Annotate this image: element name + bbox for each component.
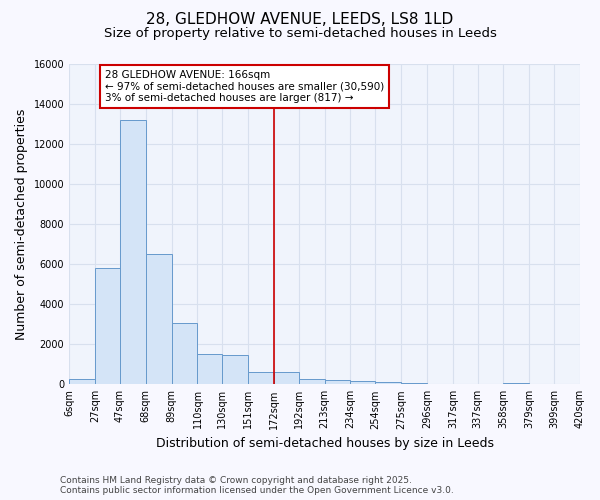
Text: Contains HM Land Registry data © Crown copyright and database right 2025.
Contai: Contains HM Land Registry data © Crown c… xyxy=(60,476,454,495)
X-axis label: Distribution of semi-detached houses by size in Leeds: Distribution of semi-detached houses by … xyxy=(155,437,494,450)
Bar xyxy=(95,268,120,384)
Bar xyxy=(172,323,197,384)
Bar xyxy=(274,372,299,384)
Text: 28, GLEDHOW AVENUE, LEEDS, LS8 1LD: 28, GLEDHOW AVENUE, LEEDS, LS8 1LD xyxy=(146,12,454,28)
Bar xyxy=(69,380,95,384)
Bar xyxy=(350,382,375,384)
Y-axis label: Number of semi-detached properties: Number of semi-detached properties xyxy=(15,108,28,340)
Text: 28 GLEDHOW AVENUE: 166sqm
← 97% of semi-detached houses are smaller (30,590)
3% : 28 GLEDHOW AVENUE: 166sqm ← 97% of semi-… xyxy=(105,70,384,103)
Text: Size of property relative to semi-detached houses in Leeds: Size of property relative to semi-detach… xyxy=(104,28,496,40)
Bar xyxy=(222,354,248,384)
Bar xyxy=(299,380,325,384)
Bar xyxy=(146,254,172,384)
Bar xyxy=(248,372,274,384)
Bar xyxy=(325,380,350,384)
Bar xyxy=(120,120,146,384)
Bar xyxy=(375,382,401,384)
Bar xyxy=(197,354,222,384)
